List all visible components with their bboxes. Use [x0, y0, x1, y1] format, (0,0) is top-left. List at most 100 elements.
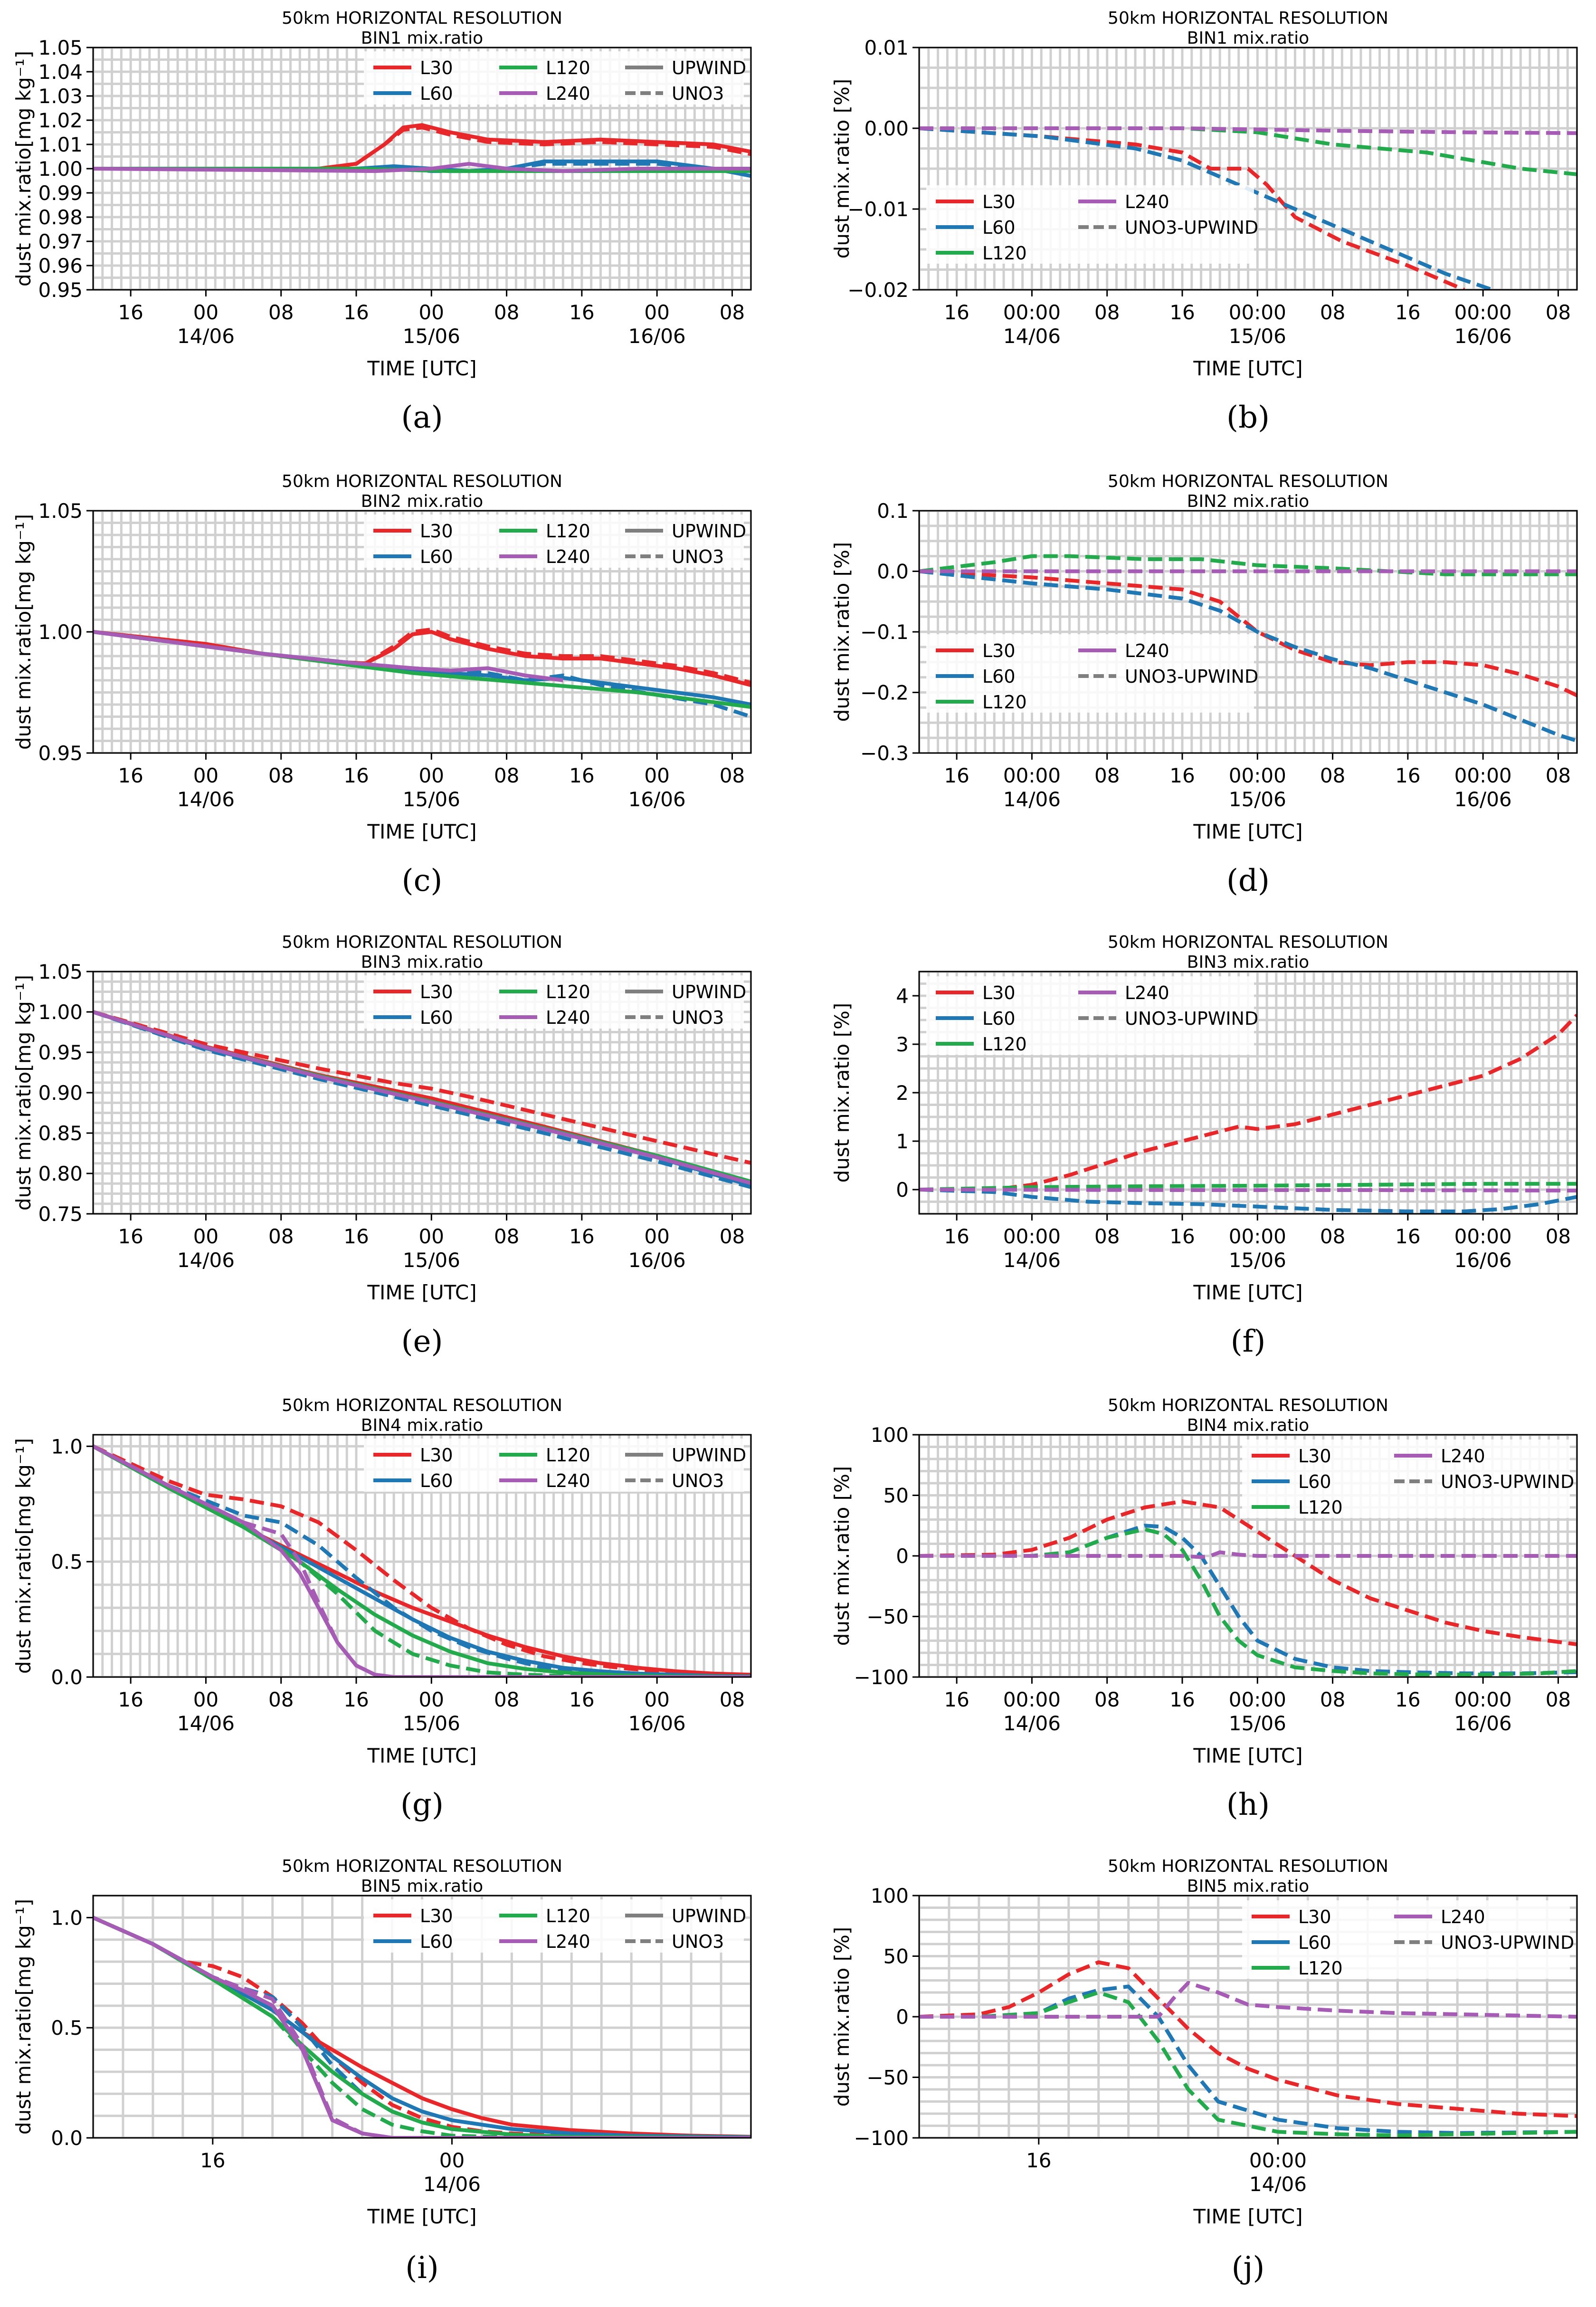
x-tick-label: 08: [720, 301, 745, 324]
y-tick-label: 0.98: [38, 206, 83, 229]
legend-label-uno3: UNO3: [672, 83, 724, 104]
legend-label-l30: L30: [982, 982, 1016, 1003]
legend: L30 L240 L60 UNO3-UPWIND L120: [926, 185, 1258, 264]
x-tick-label: 00:00: [1003, 301, 1061, 324]
legend-label-l240: L240: [546, 546, 590, 567]
x-tick-label: 16: [944, 301, 969, 324]
x-tick-label: 00: [439, 2149, 465, 2172]
chart-subtitle: BIN3 mix.ratio: [361, 953, 483, 972]
x-tick-label: 14/06: [1003, 788, 1061, 811]
x-tick-label: 08: [1546, 764, 1571, 787]
legend-label-l120: L120: [546, 1445, 590, 1466]
legend-label-l240: L240: [546, 1931, 590, 1952]
chart-title: 50km HORIZONTAL RESOLUTION: [282, 1857, 562, 1876]
panel-caption: (g): [400, 1787, 444, 1822]
legend-label-l240: L240: [1441, 1446, 1485, 1467]
legend-label-l30: L30: [1298, 1907, 1331, 1927]
y-tick-label: −0.3: [860, 742, 909, 765]
x-tick-label: 14/06: [1249, 2173, 1307, 2196]
y-axis-label: dust mix.ratio[mg kg⁻¹]: [12, 975, 35, 1211]
x-axis-label: TIME [UTC]: [367, 820, 476, 843]
legend-label-uno3: UNO3: [672, 1931, 724, 1952]
x-axis-label: TIME [UTC]: [1193, 1744, 1302, 1767]
y-tick-label: 50: [884, 1484, 909, 1507]
series-group: [919, 1014, 1577, 1213]
legend: L30 L240 L60 UNO3-UPWIND L120: [1242, 1900, 1574, 1979]
series-line-l30: [919, 569, 1577, 697]
legend-label-l60: L60: [1298, 1471, 1331, 1492]
x-tick-label: 00: [193, 1225, 218, 1248]
legend-label-diff: UNO3-UPWIND: [1441, 1932, 1574, 1953]
legend-label-l30: L30: [982, 640, 1016, 661]
x-tick-label: 16/06: [628, 1249, 686, 1272]
legend-label-l60: L60: [420, 83, 453, 104]
legend-label-upwind: UPWIND: [672, 521, 746, 542]
legend-label-l240: L240: [1441, 1907, 1485, 1927]
y-tick-label: −0.02: [847, 278, 909, 302]
x-tick-label: 00:00: [1454, 301, 1512, 324]
series-line-l60: [919, 1188, 1577, 1213]
series-line-l240-upwind: [93, 1010, 751, 1185]
legend-label-l30: L30: [982, 191, 1016, 212]
series-line-l30: [919, 1499, 1577, 1647]
chart-title: 50km HORIZONTAL RESOLUTION: [282, 9, 562, 28]
x-tick-label: 08: [1546, 1688, 1571, 1711]
x-tick-label: 08: [268, 301, 294, 324]
x-tick-label: 16: [569, 1225, 594, 1248]
series-line-l120: [919, 1182, 1577, 1192]
x-tick-label: 08: [268, 1688, 294, 1711]
x-tick-label: 00: [644, 1225, 669, 1248]
x-tick-label: 00:00: [1229, 301, 1286, 324]
x-tick-label: 00:00: [1003, 764, 1061, 787]
x-tick-label: 00:00: [1454, 1225, 1512, 1248]
x-tick-label: 00:00: [1003, 1225, 1061, 1248]
x-axis-label: TIME [UTC]: [367, 1744, 476, 1767]
legend-label-l240: L240: [1125, 191, 1169, 212]
series-line-l30: [919, 1014, 1577, 1192]
x-tick-label: 16/06: [1454, 788, 1512, 811]
series-group: [93, 123, 751, 178]
panel-caption: (a): [401, 400, 443, 435]
x-tick-label: 16: [343, 1225, 369, 1248]
panel-caption: (c): [402, 863, 443, 898]
x-tick-label: 14/06: [177, 788, 235, 811]
x-tick-label: 00: [419, 1225, 444, 1248]
x-tick-label: 16: [200, 2149, 225, 2172]
chart-subtitle: BIN4 mix.ratio: [1187, 1416, 1309, 1435]
legend-label-l120: L120: [546, 1906, 590, 1926]
x-axis-label: TIME [UTC]: [1193, 2205, 1302, 2228]
x-tick-label: 16/06: [1454, 1249, 1512, 1272]
x-tick-label: 16: [1395, 301, 1420, 324]
x-tick-label: 08: [1094, 764, 1120, 787]
legend-label-l60: L60: [420, 1470, 453, 1491]
y-tick-label: 1.00: [38, 620, 83, 644]
y-tick-label: 100: [871, 1884, 909, 1907]
x-tick-label: 08: [494, 764, 519, 787]
x-tick-label: 14/06: [1003, 1712, 1061, 1735]
series-line-l30-uno3: [93, 1444, 751, 1677]
y-tick-label: 0.75: [38, 1202, 83, 1226]
x-tick-label: 08: [268, 764, 294, 787]
panel-caption: (e): [401, 1324, 443, 1359]
y-axis-label: dust mix.ratio [%]: [830, 79, 854, 259]
series-line-l30-uno3: [93, 125, 751, 171]
series-line-l240: [919, 1550, 1577, 1559]
legend-label-l60: L60: [982, 666, 1016, 687]
chart-subtitle: BIN1 mix.ratio: [361, 29, 483, 48]
legend-label-upwind: UPWIND: [672, 57, 746, 78]
x-tick-label: 16: [1169, 1225, 1195, 1248]
series-line-l120: [919, 554, 1577, 576]
y-tick-label: −50: [866, 2066, 909, 2089]
legend-label-l30: L30: [420, 982, 453, 1002]
chart-title: 50km HORIZONTAL RESOLUTION: [1108, 1396, 1388, 1415]
series-group: [919, 126, 1577, 290]
x-tick-label: 08: [720, 764, 745, 787]
x-tick-label: 15/06: [403, 324, 460, 348]
legend: L30 L120 UPWIND L60 L240 UNO3: [364, 51, 746, 105]
x-tick-label: 16: [1169, 764, 1195, 787]
